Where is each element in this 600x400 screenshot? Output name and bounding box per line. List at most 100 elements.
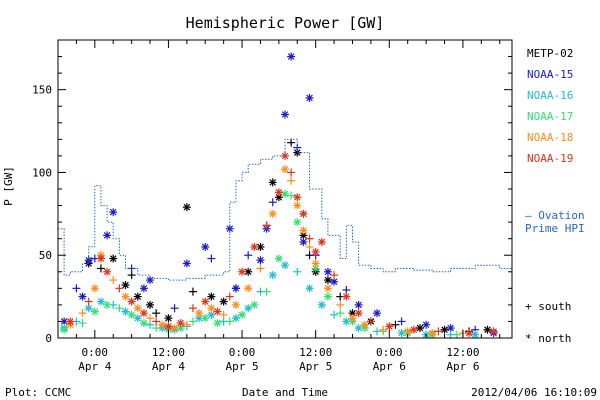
data-point <box>336 300 345 309</box>
data-point <box>465 329 474 338</box>
data-point <box>103 300 112 309</box>
data-point <box>323 267 332 276</box>
data-point <box>238 267 247 276</box>
data-point <box>299 226 308 235</box>
y-tick-label: 0 <box>45 332 52 345</box>
data-point <box>158 320 167 329</box>
data-point <box>244 284 253 293</box>
data-point <box>115 304 124 313</box>
data-point <box>415 324 424 333</box>
data-point <box>146 300 155 309</box>
data-point <box>323 284 332 293</box>
x-axis-label: Date and Time <box>242 386 328 399</box>
data-point <box>256 264 265 273</box>
data-point <box>182 203 191 212</box>
data-point <box>293 201 302 210</box>
data-point <box>146 314 155 323</box>
data-point <box>268 198 277 207</box>
legend-entry-noaa-17: NOAA-17 <box>527 110 573 123</box>
x-tick-label-date: Apr 5 <box>299 360 332 373</box>
data-point <box>170 304 179 313</box>
data-point <box>397 317 406 326</box>
data-point <box>287 52 296 61</box>
x-tick-label-time: 0:00 <box>376 346 403 359</box>
data-point <box>262 221 271 230</box>
data-point <box>342 292 351 301</box>
data-point <box>139 319 148 328</box>
data-point <box>103 267 112 276</box>
data-point <box>213 307 222 316</box>
data-point <box>84 256 93 265</box>
data-point <box>311 247 320 256</box>
data-point <box>385 322 394 331</box>
x-tick-label-time: 12:00 <box>152 346 185 359</box>
x-tick-label-date: Apr 6 <box>373 360 406 373</box>
data-point <box>422 320 431 329</box>
plot-frame <box>57 39 513 339</box>
data-point <box>182 320 191 329</box>
data-point <box>231 314 240 323</box>
footer-plot-credit: Plot: CCMC <box>5 386 71 399</box>
data-point <box>188 304 197 313</box>
data-point <box>78 292 87 301</box>
legend-symbol-south: + south <box>525 300 571 313</box>
data-point <box>195 309 204 318</box>
data-point <box>293 267 302 276</box>
data-point <box>305 93 314 102</box>
data-point <box>60 325 69 334</box>
data-point <box>127 297 136 306</box>
data-point <box>115 284 124 293</box>
data-point <box>281 165 289 174</box>
data-point <box>219 297 228 306</box>
data-point <box>231 300 240 309</box>
data-point <box>225 317 234 326</box>
footer-timestamp: 2012/04/06 16:10:09 <box>471 386 597 399</box>
data-point <box>103 231 112 240</box>
legend-entry-ovation-line1: – Ovation <box>525 209 585 222</box>
data-point <box>317 237 326 246</box>
data-point <box>121 307 130 316</box>
data-point <box>201 242 210 251</box>
data-point <box>188 287 197 296</box>
data-point <box>78 319 87 328</box>
x-tick-label-time: 12:00 <box>446 346 479 359</box>
data-point <box>274 188 283 197</box>
data-point <box>281 189 289 198</box>
data-point <box>317 300 326 309</box>
data-point <box>281 261 289 270</box>
data-point <box>96 254 105 263</box>
y-tick-label: 100 <box>32 166 52 179</box>
data-point <box>311 259 320 268</box>
chart-title: Hemispheric Power [GW] <box>186 14 385 32</box>
x-tick-label-date: Apr 4 <box>78 360 111 373</box>
data-point <box>164 322 173 331</box>
data-point <box>262 287 271 296</box>
data-point <box>188 317 197 326</box>
data-point <box>483 325 492 334</box>
data-point <box>84 297 93 306</box>
data-point <box>287 176 296 185</box>
x-tick-label-time: 0:00 <box>82 346 109 359</box>
data-point <box>182 259 191 268</box>
data-point <box>305 242 314 251</box>
data-point <box>250 242 259 251</box>
legend-symbol-north: * north <box>525 332 571 345</box>
ovation-hpi-line <box>58 138 513 281</box>
data-point <box>176 319 185 328</box>
legend-entry-metp-02: METP-02 <box>527 47 573 60</box>
data-point <box>66 317 75 326</box>
data-point <box>287 191 296 200</box>
data-point <box>287 138 296 147</box>
data-point <box>127 310 136 319</box>
data-point <box>139 284 148 293</box>
data-point <box>96 264 105 273</box>
data-point <box>397 329 406 338</box>
data-point <box>379 325 388 334</box>
data-point <box>268 209 277 218</box>
data-point <box>90 307 99 316</box>
data-point <box>354 309 363 318</box>
data-point <box>354 300 363 309</box>
data-point <box>489 327 498 336</box>
